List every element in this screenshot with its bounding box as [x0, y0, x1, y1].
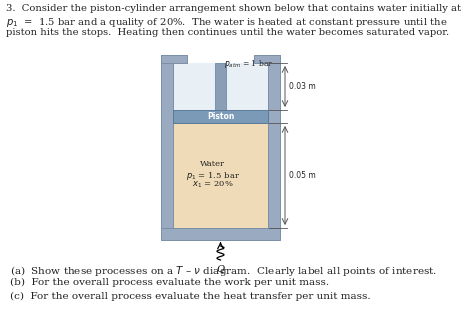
Text: Water: Water	[200, 160, 225, 168]
Text: (a)  Show these processes on a $T$ – $\nu$ diagram.  Clearly label all points of: (a) Show these processes on a $T$ – $\nu…	[10, 264, 437, 278]
Text: $x_1$ = 20%: $x_1$ = 20%	[191, 180, 233, 190]
Bar	[173, 123, 268, 228]
Bar	[268, 55, 280, 228]
Text: $p_{atm}$ = 1 bar: $p_{atm}$ = 1 bar	[225, 58, 273, 70]
Bar	[173, 63, 268, 110]
Text: Q: Q	[217, 264, 225, 273]
Text: $p_1$ = 1.5 bar: $p_1$ = 1.5 bar	[185, 170, 239, 182]
Text: 3.  Consider the piston-cylinder arrangement shown below that contains water ini: 3. Consider the piston-cylinder arrangem…	[6, 4, 461, 13]
Text: 0.05 m: 0.05 m	[289, 171, 316, 180]
Text: 0.03 m: 0.03 m	[289, 82, 316, 91]
Bar	[161, 55, 173, 228]
Bar	[161, 228, 280, 240]
Bar	[161, 55, 187, 63]
Text: $p_1$  =  1.5 bar and a quality of 20%.  The water is heated at constant pressur: $p_1$ = 1.5 bar and a quality of 20%. Th…	[6, 16, 447, 29]
Text: piston hits the stops.  Heating then continues until the water becomes saturated: piston hits the stops. Heating then cont…	[6, 28, 449, 37]
Bar	[254, 55, 280, 63]
Bar	[173, 110, 268, 123]
Text: (c)  For the overall process evaluate the heat transfer per unit mass.: (c) For the overall process evaluate the…	[10, 292, 371, 301]
Bar	[215, 63, 226, 110]
Text: Piston: Piston	[207, 112, 234, 121]
Text: (b)  For the overall process evaluate the work per unit mass.: (b) For the overall process evaluate the…	[10, 278, 329, 287]
